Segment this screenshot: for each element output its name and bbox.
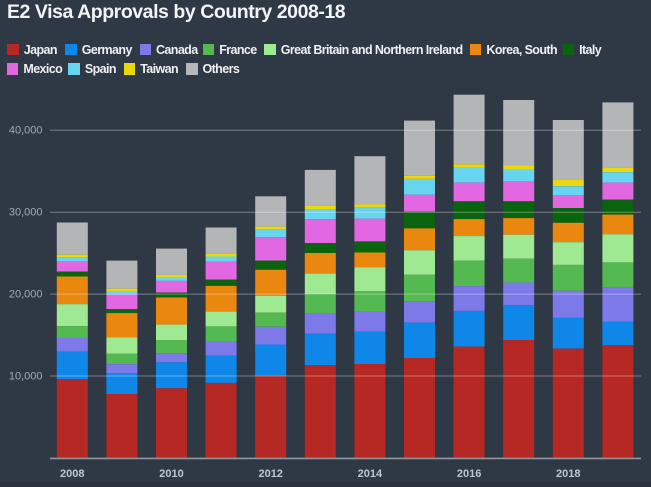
svg-text:2018: 2018: [556, 468, 580, 480]
svg-text:30,000: 30,000: [9, 207, 43, 219]
svg-text:2014: 2014: [358, 468, 383, 480]
svg-text:40,000: 40,000: [9, 125, 43, 137]
svg-text:2010: 2010: [159, 468, 183, 480]
svg-text:2008: 2008: [60, 468, 84, 480]
svg-text:20,000: 20,000: [9, 288, 43, 300]
svg-text:2012: 2012: [258, 468, 282, 480]
svg-text:10,000: 10,000: [9, 370, 43, 382]
svg-text:2016: 2016: [457, 468, 481, 480]
